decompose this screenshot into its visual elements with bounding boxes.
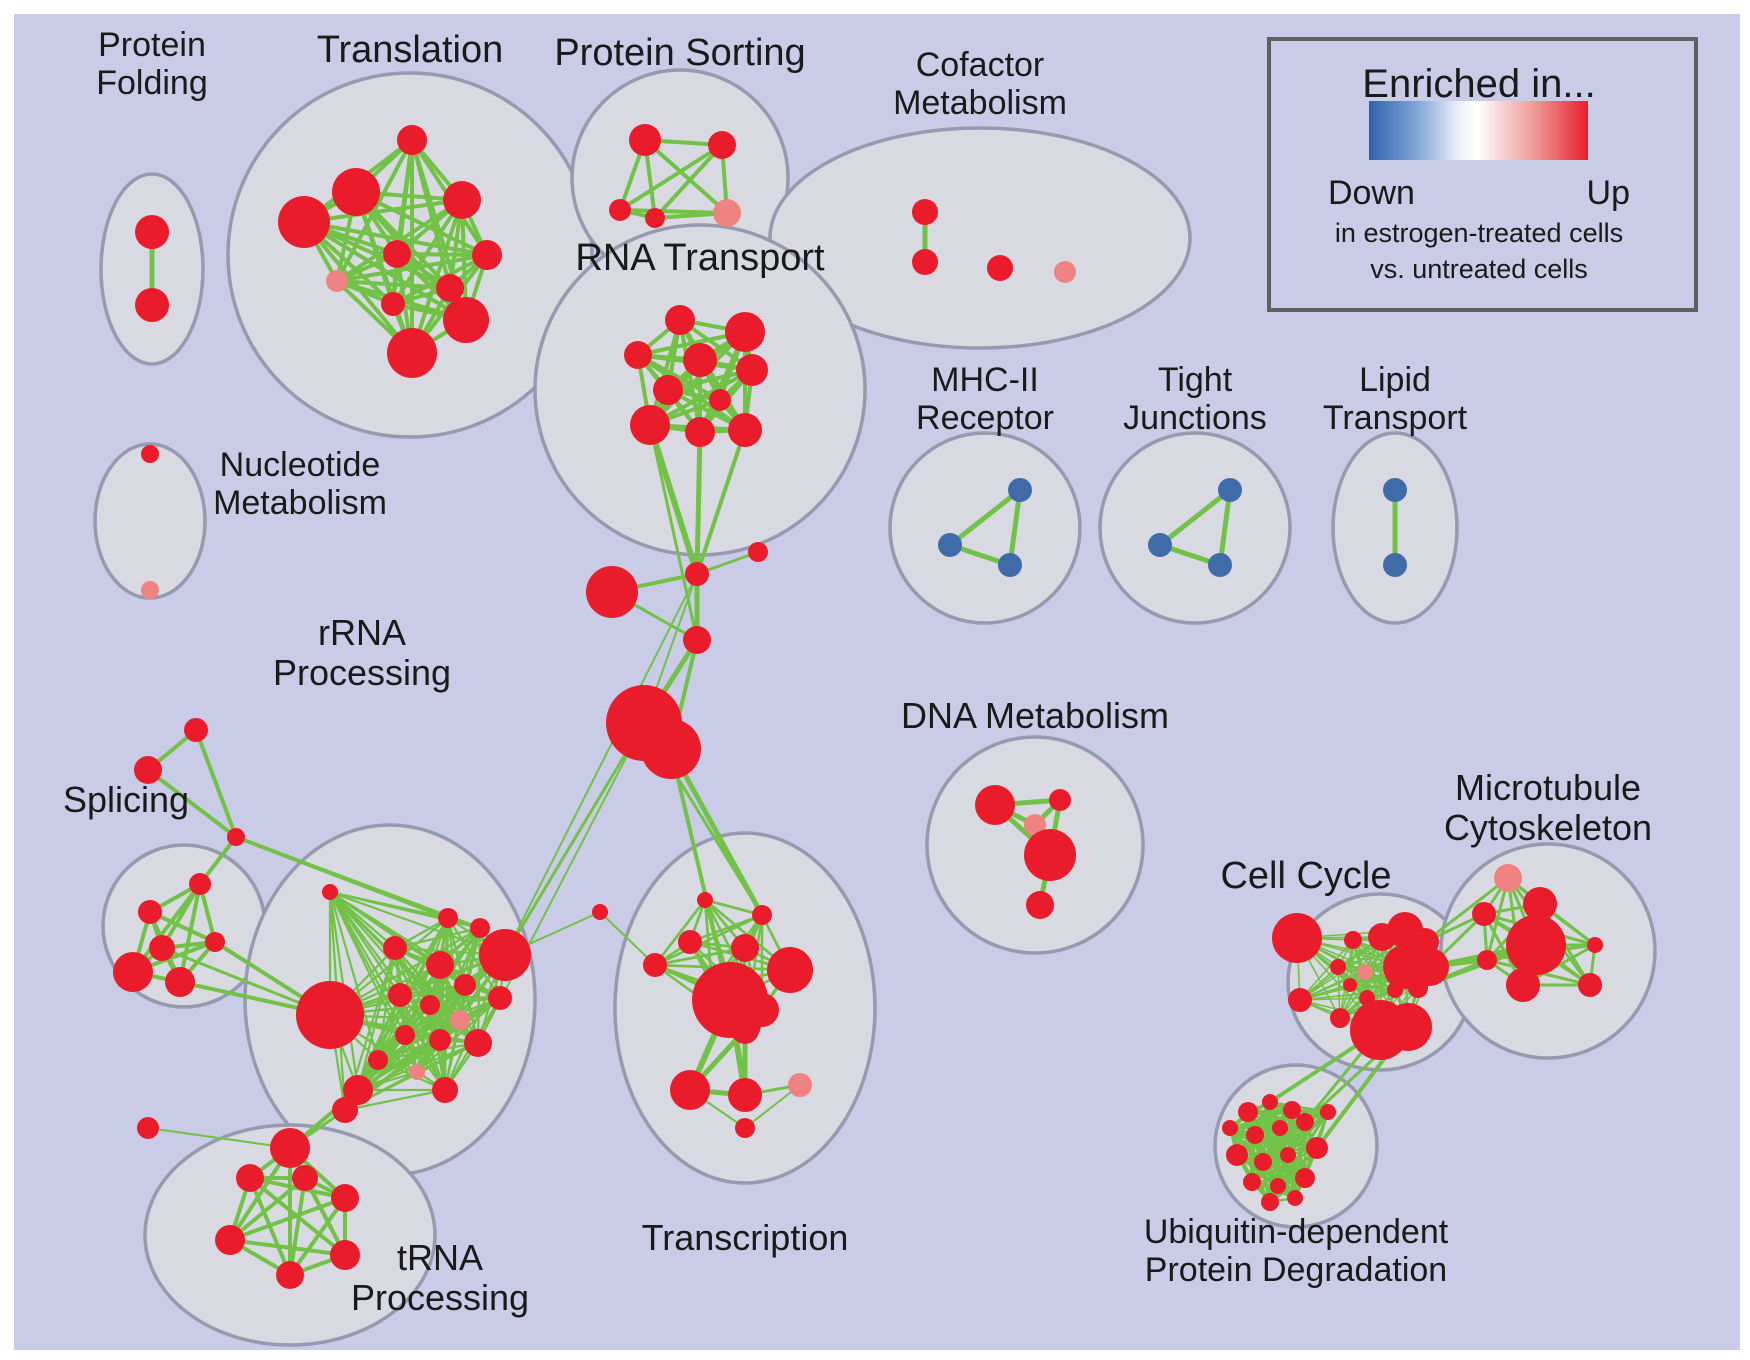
svg-text:DNA Metabolism: DNA Metabolism xyxy=(901,695,1169,736)
svg-text:Up: Up xyxy=(1587,174,1630,212)
svg-text:in estrogen-treated cells: in estrogen-treated cells xyxy=(1335,218,1623,248)
svg-text:Enriched in...: Enriched in... xyxy=(1362,62,1595,106)
svg-text:Translation: Translation xyxy=(317,29,504,71)
svg-text:RNA Transport: RNA Transport xyxy=(575,237,825,279)
svg-text:Splicing: Splicing xyxy=(63,779,189,820)
svg-text:Cell Cycle: Cell Cycle xyxy=(1220,855,1391,897)
svg-text:Down: Down xyxy=(1328,174,1415,212)
svg-text:Protein Sorting: Protein Sorting xyxy=(554,32,805,74)
svg-text:vs. untreated cells: vs. untreated cells xyxy=(1370,254,1588,284)
svg-text:Transcription: Transcription xyxy=(642,1217,849,1258)
